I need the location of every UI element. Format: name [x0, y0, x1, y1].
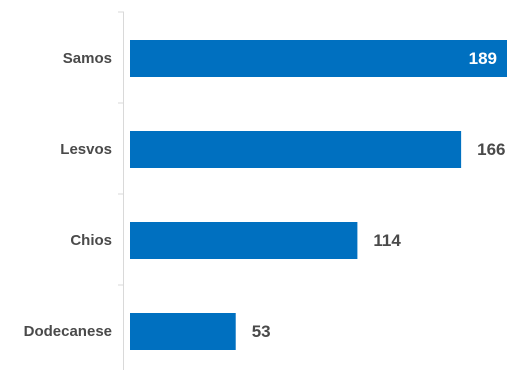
bars-group: [130, 40, 507, 350]
value-label-chios: 114: [373, 231, 401, 250]
bar-dodecanese: [130, 313, 236, 350]
category-labels: Samos Lesvos Chios Dodecanese: [24, 50, 112, 340]
category-label-samos: Samos: [63, 50, 112, 67]
value-labels: 189 166 114 53: [252, 49, 506, 341]
bar-chios: [130, 222, 358, 259]
axis-ticks: [118, 11, 124, 286]
value-label-dodecanese: 53: [252, 322, 271, 341]
value-label-samos: 189: [469, 49, 497, 68]
category-label-lesvos: Lesvos: [60, 141, 112, 158]
category-label-dodecanese: Dodecanese: [24, 323, 112, 340]
value-label-lesvos: 166: [477, 140, 505, 159]
category-label-chios: Chios: [70, 232, 112, 249]
bar-samos: [130, 40, 507, 77]
bar-lesvos: [130, 131, 462, 168]
